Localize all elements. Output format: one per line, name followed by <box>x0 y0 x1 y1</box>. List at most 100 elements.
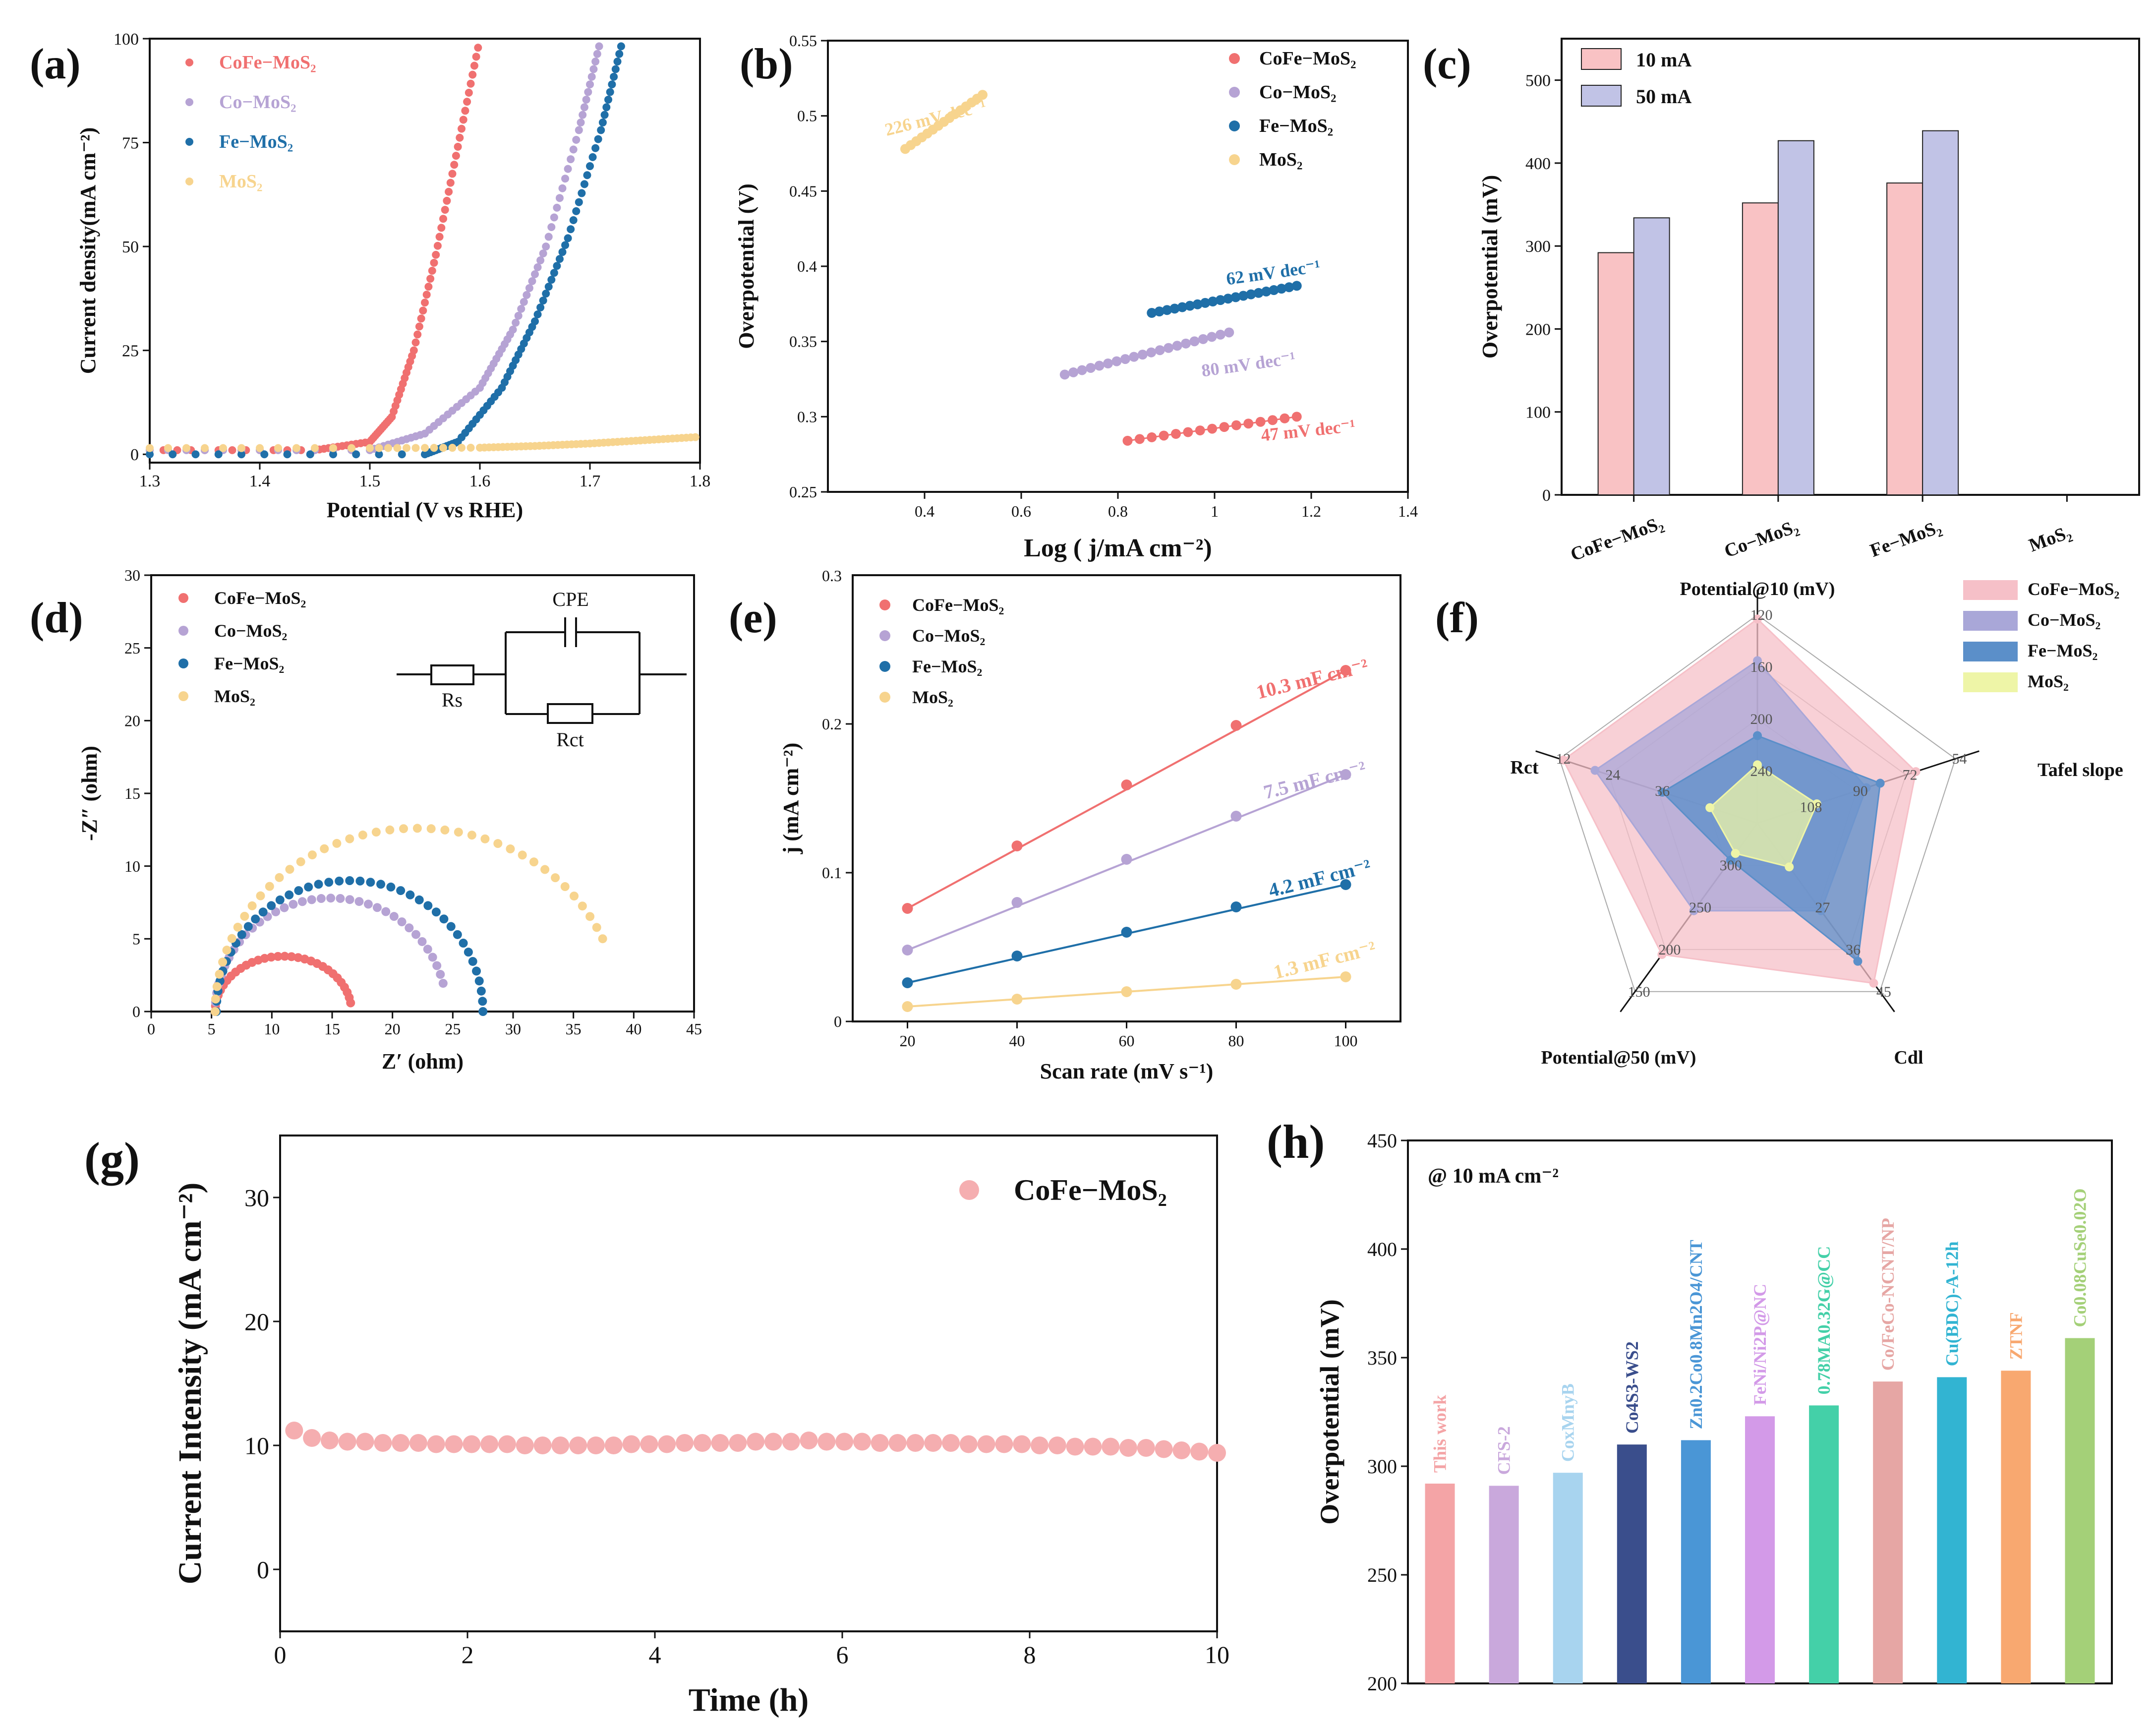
data-point <box>1066 1437 1084 1456</box>
x-tick-label: 1.8 <box>690 472 711 490</box>
data-point <box>375 450 383 459</box>
legend-marker <box>879 661 890 672</box>
legend-marker <box>178 691 188 701</box>
data-point <box>468 70 477 79</box>
y-tick-label: 250 <box>1367 1564 1397 1586</box>
data-point <box>439 215 447 223</box>
data-point <box>1230 979 1242 990</box>
data-point <box>251 914 260 924</box>
legend-label: MoS₂ <box>1259 149 1302 170</box>
data-point <box>215 969 224 979</box>
data-point <box>622 1435 641 1453</box>
legend-label: 10 mA <box>1636 49 1691 71</box>
data-point <box>428 953 437 962</box>
legend-label: Co−MoS₂ <box>1259 82 1337 103</box>
fit-line <box>1151 285 1297 314</box>
legend-label: MoS₂ <box>214 686 255 706</box>
data-point <box>1753 656 1762 665</box>
data-point <box>265 882 274 891</box>
data-point <box>613 58 622 66</box>
data-point <box>553 262 561 270</box>
legend-marker <box>879 692 890 703</box>
data-point <box>544 283 553 291</box>
data-point <box>146 444 154 452</box>
data-point <box>591 144 600 152</box>
x-tick-label: 0.8 <box>1108 502 1128 520</box>
data-point <box>547 276 556 284</box>
data-point <box>436 970 445 979</box>
data-point <box>1084 1437 1102 1456</box>
data-point <box>959 1435 978 1453</box>
data-point <box>1689 906 1698 915</box>
data-point <box>551 1436 570 1454</box>
x-tick-label: 35 <box>566 1020 582 1038</box>
data-point <box>591 58 600 66</box>
bar-label: Co4S3-WS2 <box>1622 1341 1642 1434</box>
bar-label: CoxMnyB <box>1558 1383 1578 1462</box>
data-point <box>529 857 538 867</box>
data-point <box>578 189 586 197</box>
radar-area <box>1709 764 1818 868</box>
bar <box>1873 1381 1903 1683</box>
y-tick-label: 20 <box>244 1308 269 1336</box>
data-point <box>902 945 913 956</box>
data-point <box>256 444 264 452</box>
data-point <box>240 911 249 921</box>
data-point <box>539 249 547 258</box>
legend-marker <box>1229 53 1240 64</box>
legend-swatch <box>1963 642 2018 661</box>
data-point <box>237 930 246 939</box>
data-point <box>533 310 542 319</box>
data-point <box>432 250 440 259</box>
data-point <box>214 450 223 459</box>
data-point <box>392 1434 410 1452</box>
data-point <box>995 1435 1013 1453</box>
data-point <box>800 1432 818 1449</box>
data-point <box>1911 767 1921 777</box>
data-point <box>1208 1444 1226 1462</box>
data-point <box>711 1434 729 1452</box>
data-point <box>430 258 438 267</box>
data-point <box>506 844 515 854</box>
data-point <box>977 1435 995 1453</box>
data-point <box>409 1434 427 1452</box>
y-tick-label: 0.45 <box>789 182 817 200</box>
data-point <box>615 50 624 58</box>
fit-line <box>1127 416 1297 442</box>
legend-swatch <box>1963 580 2018 600</box>
data-point <box>452 152 460 160</box>
data-point <box>470 61 478 70</box>
x-tick-label: 45 <box>686 1020 702 1038</box>
data-point <box>602 103 611 112</box>
y-axis-label: -Z″ (ohm) <box>77 746 102 841</box>
data-point <box>271 907 281 916</box>
data-point <box>431 907 441 917</box>
data-point <box>307 895 316 904</box>
data-point <box>294 886 303 896</box>
y-tick-label: 0 <box>130 446 139 464</box>
data-point <box>345 876 354 885</box>
data-point <box>464 948 473 957</box>
data-point <box>363 899 373 909</box>
panel-label: (a) <box>30 40 81 88</box>
data-point <box>853 1433 871 1451</box>
x-tick-label: 1.7 <box>580 472 601 490</box>
data-point <box>280 903 289 912</box>
data-point <box>285 1422 303 1439</box>
data-point <box>458 443 466 452</box>
data-point <box>210 1007 220 1016</box>
data-point <box>435 233 444 241</box>
data-point <box>384 444 392 452</box>
legend-label: MoS₂ <box>219 171 262 192</box>
panel-label: (f) <box>1435 594 1479 642</box>
x-tick-label: 0.4 <box>915 502 934 520</box>
data-point <box>445 1435 463 1453</box>
x-tick-label: 1.5 <box>359 472 381 490</box>
radar-tick-label: 12 <box>1556 751 1571 767</box>
radar-tick-label: 45 <box>1876 984 1891 1000</box>
data-point <box>561 241 570 249</box>
data-point <box>544 233 553 241</box>
data-point <box>595 42 603 51</box>
y-tick-label: 500 <box>1525 72 1551 90</box>
